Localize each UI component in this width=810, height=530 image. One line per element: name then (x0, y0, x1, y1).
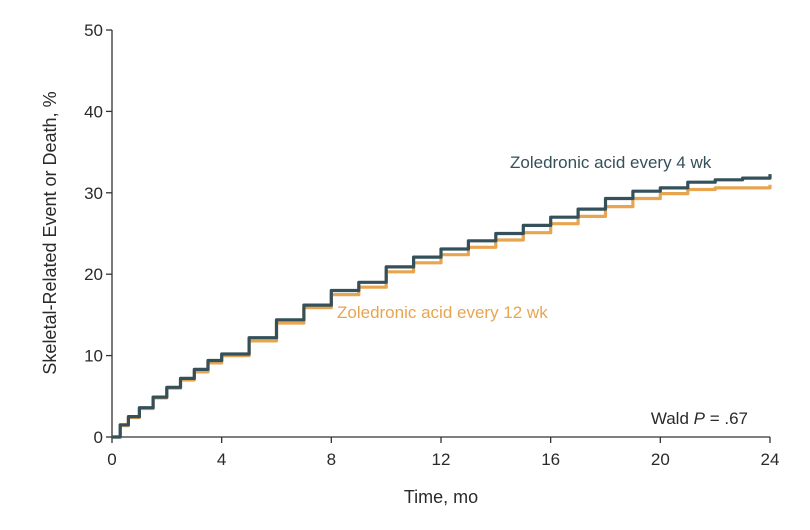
x-tick-label: 16 (541, 450, 560, 469)
series-line-4wk (112, 174, 772, 439)
x-tick-label: 24 (761, 450, 780, 469)
x-tick-label: 4 (217, 450, 226, 469)
x-tick-label: 20 (651, 450, 670, 469)
x-axis-title: Time, mo (404, 487, 478, 507)
x-tick-label: 8 (327, 450, 336, 469)
series-label-4wk: Zoledronic acid every 4 wk (510, 153, 712, 172)
y-tick-label: 30 (84, 184, 103, 203)
series-lines (112, 174, 772, 439)
y-tick-label: 50 (84, 21, 103, 40)
x-tick-label: 0 (107, 450, 116, 469)
y-tick-label: 0 (94, 428, 103, 447)
y-ticks: 0 10 20 30 40 50 (84, 21, 112, 447)
y-tick-label: 20 (84, 265, 103, 284)
x-ticks: 0 4 8 12 16 20 24 (107, 437, 779, 469)
wald-p-annotation: Wald P = .67 (651, 409, 748, 428)
y-tick-label: 10 (84, 347, 103, 366)
y-tick-label: 40 (84, 102, 103, 121)
series-label-12wk: Zoledronic acid every 12 wk (337, 303, 548, 322)
y-axis-title: Skeletal-Related Event or Death, % (40, 91, 60, 374)
x-tick-label: 12 (432, 450, 451, 469)
axes: 0 10 20 30 40 50 0 4 8 12 16 20 24 (84, 21, 779, 469)
